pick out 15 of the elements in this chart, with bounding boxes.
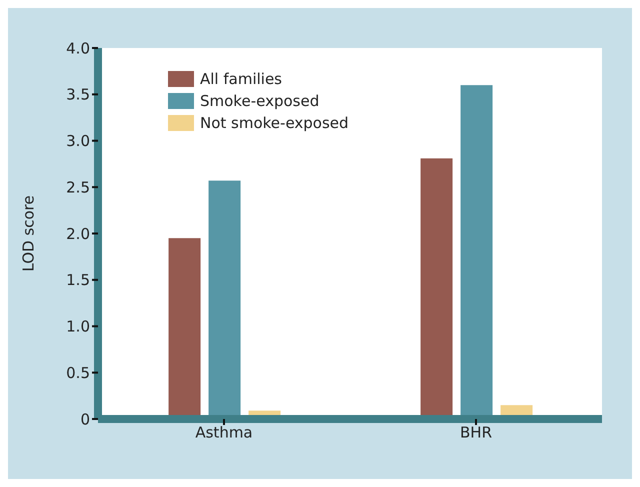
y-tick-label: 0.5 bbox=[66, 364, 90, 382]
y-axis-title: LOD score bbox=[19, 195, 38, 272]
x-tick-label: BHR bbox=[460, 424, 492, 442]
y-tick-label: 1.5 bbox=[66, 271, 90, 290]
y-tick-label: 0 bbox=[80, 410, 90, 428]
y-tick-label: 4.0 bbox=[66, 39, 90, 58]
legend-label: All families bbox=[200, 70, 282, 88]
y-tick-label: 3.0 bbox=[66, 132, 90, 150]
y-tick-label: 2.5 bbox=[66, 178, 90, 196]
legend-label: Smoke-exposed bbox=[200, 92, 320, 110]
y-tick-label: 1.0 bbox=[66, 318, 90, 336]
y-tick-label: 2.0 bbox=[66, 224, 90, 243]
x-tick-label: Asthma bbox=[195, 424, 253, 442]
legend-label: Not smoke-exposed bbox=[200, 114, 349, 132]
y-tick-label: 3.5 bbox=[66, 86, 90, 104]
